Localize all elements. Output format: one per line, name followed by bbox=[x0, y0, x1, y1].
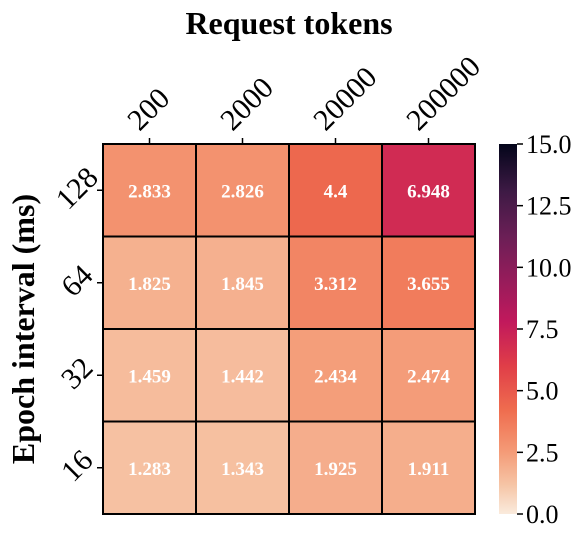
colorbar-tick-label: 0.0 bbox=[526, 500, 559, 529]
y-axis-title: Epoch interval (ms) bbox=[5, 194, 41, 464]
colorbar-tick-label: 2.5 bbox=[526, 438, 559, 467]
heatmap-cell bbox=[102, 420, 197, 515]
heatmap-cell bbox=[195, 420, 290, 515]
cell-value-label: 1.343 bbox=[221, 459, 264, 480]
y-tick-label: 128 bbox=[50, 161, 105, 216]
cell-value-label: 3.655 bbox=[407, 274, 450, 295]
heatmap-cell bbox=[381, 328, 476, 423]
x-axis-title: Request tokens bbox=[185, 5, 392, 41]
cell-value-label: 1.442 bbox=[221, 366, 264, 387]
x-tick-labels: 200 2000 20000 200000 bbox=[121, 50, 487, 144]
heatmap-cell bbox=[381, 420, 476, 515]
y-tick-label: 16 bbox=[55, 444, 100, 489]
cell-value-label: 2.474 bbox=[407, 366, 450, 387]
x-tick-label: 20000 bbox=[307, 61, 383, 137]
cell-value-label: 2.833 bbox=[128, 181, 171, 202]
cell-value-label: 1.825 bbox=[128, 274, 171, 295]
colorbar-tick-label: 5.0 bbox=[526, 377, 559, 406]
heatmap-cell bbox=[102, 143, 197, 238]
x-tick-label: 200 bbox=[121, 82, 176, 137]
cell-value-label: 3.312 bbox=[314, 274, 357, 295]
cell-value-label: 6.948 bbox=[407, 181, 450, 202]
x-tick-label: 2000 bbox=[214, 71, 280, 137]
cell-value-label: 1.925 bbox=[314, 459, 357, 480]
colorbar-tick-label: 12.5 bbox=[526, 192, 572, 221]
heatmap-cell bbox=[195, 235, 290, 330]
cell-value-label: 4.4 bbox=[324, 181, 348, 202]
heatmap-cell bbox=[381, 143, 476, 238]
colorbar bbox=[499, 144, 517, 514]
heatmap-cells: 2.833 2.826 4.4 6.948 1.825 1.845 3.312 3.655 1.… bbox=[102, 143, 476, 515]
heatmap-cell bbox=[381, 235, 476, 330]
heatmap-cell bbox=[195, 143, 290, 238]
cell-value-label: 1.911 bbox=[408, 459, 450, 480]
x-tick-label: 200000 bbox=[400, 50, 487, 137]
y-tick-label: 64 bbox=[55, 259, 100, 304]
colorbar-tick-label: 10.0 bbox=[526, 253, 572, 282]
y-tick-labels: 128 64 32 16 bbox=[50, 161, 105, 488]
colorbar-tick-label: 7.5 bbox=[526, 315, 559, 344]
cell-value-label: 2.826 bbox=[221, 181, 264, 202]
y-tick-label: 32 bbox=[55, 351, 100, 396]
colorbar-ticks: 0.0 2.5 5.0 7.5 10.0 12.5 15.0 bbox=[517, 130, 572, 529]
cell-value-label: 1.283 bbox=[128, 459, 171, 480]
cell-value-label: 1.845 bbox=[221, 274, 264, 295]
heatmap-cell bbox=[195, 328, 290, 423]
colorbar-tick-label: 15.0 bbox=[526, 130, 572, 159]
cell-value-label: 2.434 bbox=[314, 366, 357, 387]
cell-value-label: 1.459 bbox=[128, 366, 171, 387]
